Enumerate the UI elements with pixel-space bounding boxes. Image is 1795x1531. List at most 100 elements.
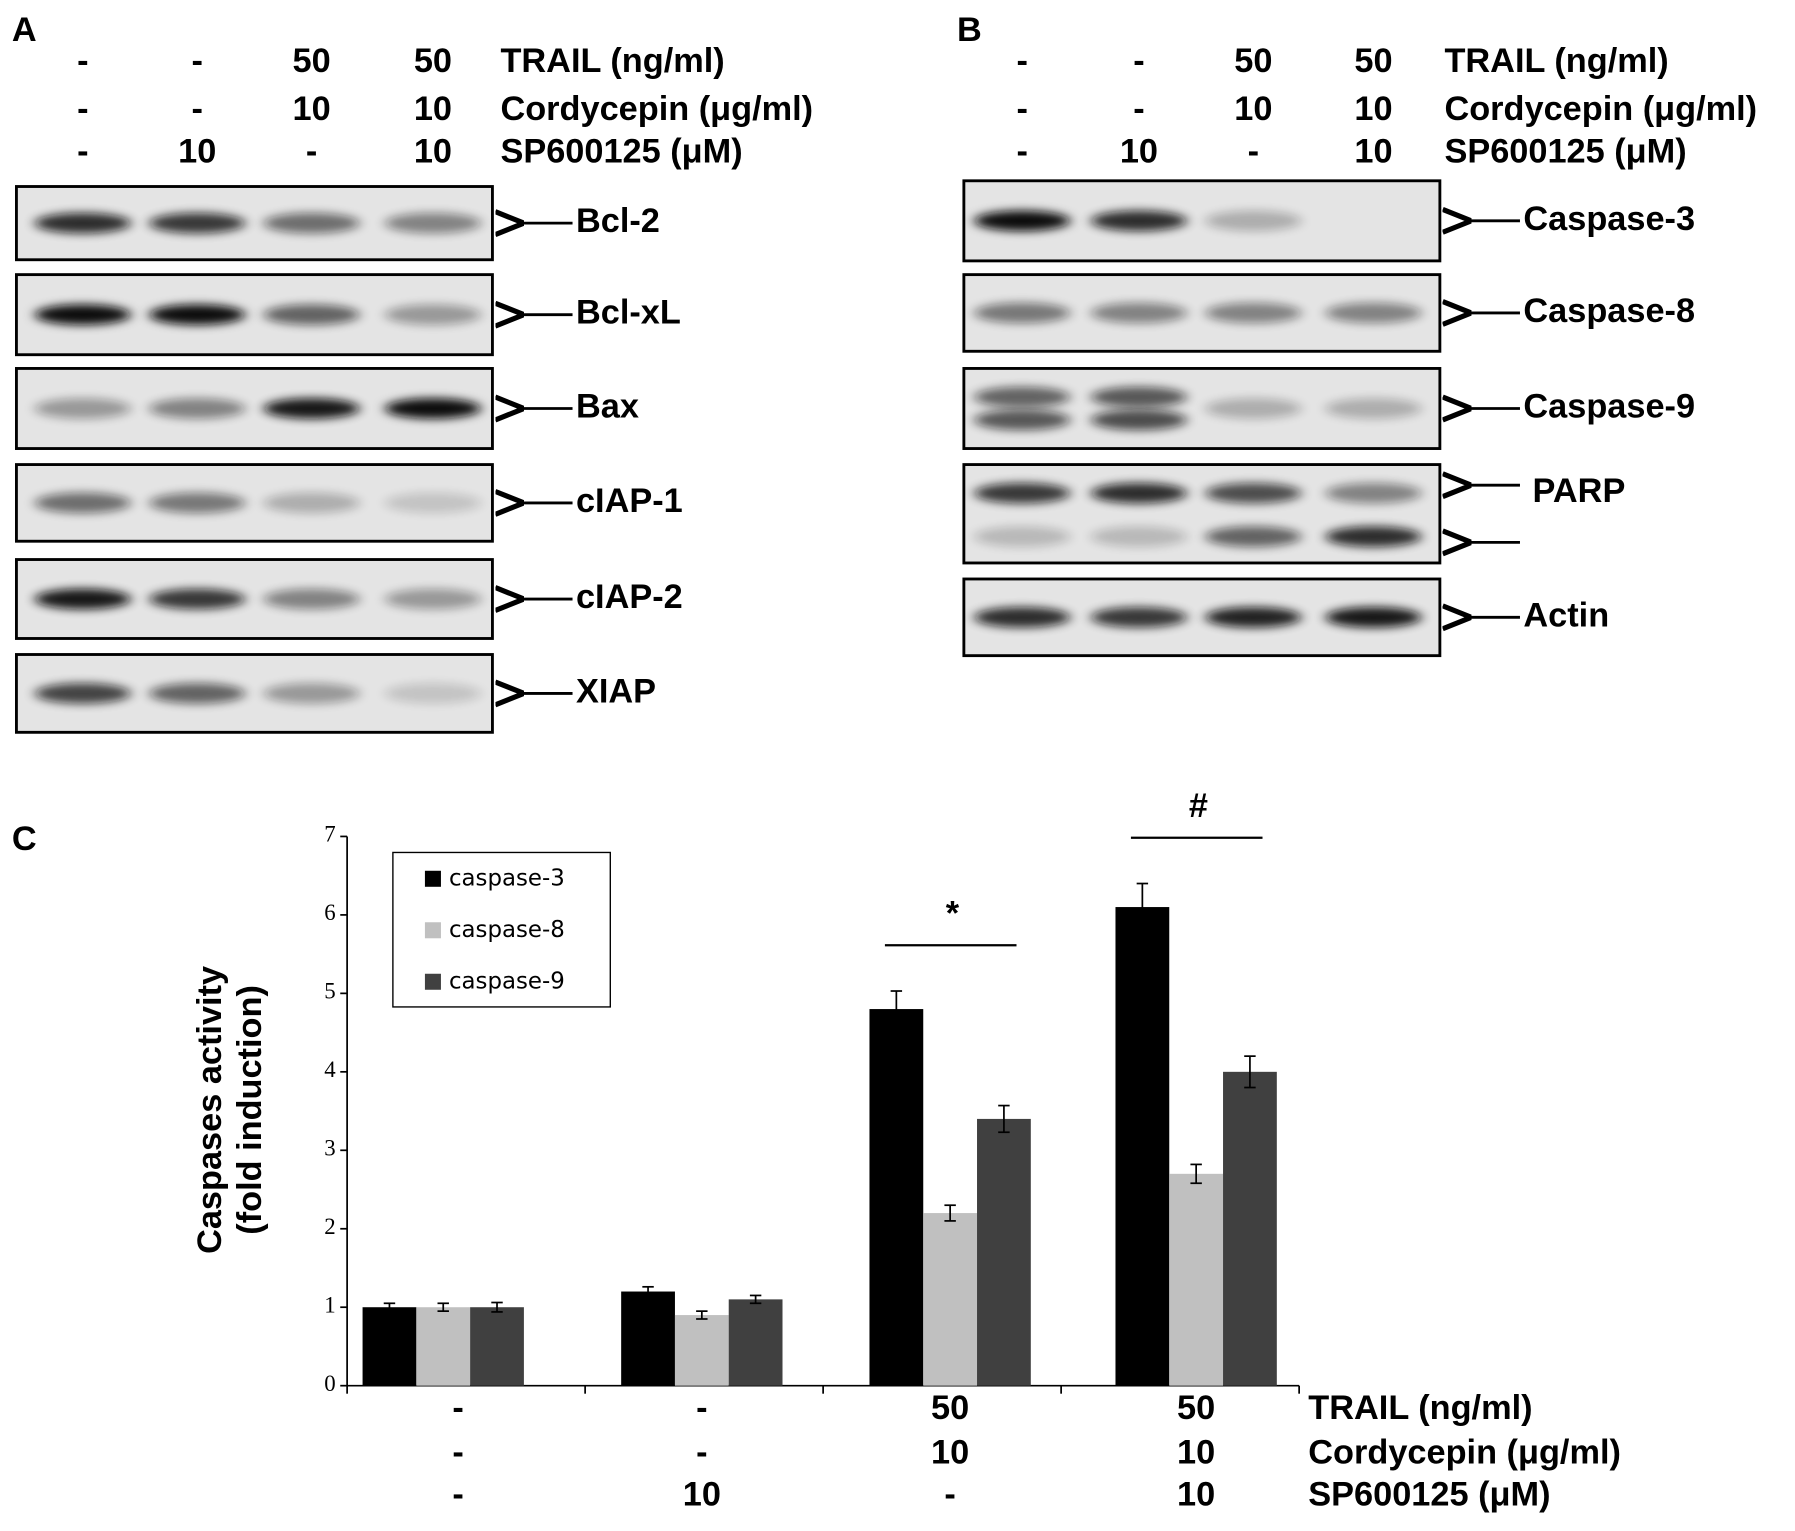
treatment-value: - [77,132,88,170]
error-bar [749,1294,762,1305]
band [1325,482,1422,504]
band [1205,482,1302,504]
treatment-name: SP600125 (μM) [1444,132,1686,170]
treatment-name: Cordycepin (μg/ml) [1444,90,1757,128]
band [1090,302,1187,324]
bar [1223,1071,1277,1386]
y-tick-label: 0 [324,1371,335,1396]
band [149,304,246,325]
treatment-value: 10 [1120,132,1158,170]
y-tick-label: 6 [324,900,335,925]
bar [977,1118,1031,1386]
treatment-value: 10 [683,1476,721,1514]
band [1205,526,1302,547]
band [263,304,360,325]
treatment-name: SP600125 (μM) [1308,1476,1550,1514]
treatment-value: 50 [1354,42,1392,80]
error-bar [383,1302,396,1312]
error-bar [1136,882,1149,932]
bar [416,1307,471,1386]
band [1325,607,1422,628]
band [34,683,131,704]
band [384,588,481,610]
band [263,492,360,514]
band [974,409,1071,431]
legend-swatch [424,973,441,990]
band [34,588,131,610]
error-bar [696,1310,708,1320]
band [34,304,131,325]
treatment-value: 10 [1354,90,1392,128]
band [263,212,360,234]
treatment-value: 10 [414,132,452,170]
blot-label: Actin [1523,596,1609,634]
treatment-value: - [77,42,88,80]
y-axis-label: Caspases activity [191,966,229,1254]
band [34,212,131,234]
treatment-value: - [696,1433,707,1471]
blot-label: Caspase-8 [1523,292,1695,330]
treatment-value: - [944,1476,955,1514]
y-axis-label: (fold induction) [231,985,269,1235]
band [149,588,246,610]
band [384,492,481,514]
treatment-value: 50 [293,42,331,80]
y-tick-label: 5 [324,979,335,1004]
error-bar [437,1302,449,1312]
treatment-value: 10 [1354,132,1392,170]
band [149,683,246,704]
error-bar [998,1104,1010,1134]
treatment-value: - [192,42,203,80]
bar [621,1291,675,1386]
treatment-value: 10 [1177,1476,1215,1514]
band [1090,409,1187,431]
band [149,492,246,514]
legend-swatch [424,870,441,887]
band [974,526,1071,547]
blot-label: cIAP-1 [576,482,683,520]
treatment-name: Cordycepin (μg/ml) [500,90,813,128]
treatment-value: 10 [931,1433,969,1471]
band [384,398,481,419]
bar [674,1315,729,1386]
band [1325,302,1422,324]
band [34,492,131,514]
band [1090,210,1187,232]
treatment-value: - [1017,132,1028,170]
treatment-value: - [452,1476,463,1514]
treatment-value: - [696,1389,707,1427]
treatment-name: SP600125 (μM) [500,132,742,170]
band [263,398,360,419]
annotation: # [1189,787,1208,825]
band [34,398,131,419]
band [974,210,1071,232]
blot-label: Caspase-9 [1523,388,1695,426]
error-bar [944,1204,956,1222]
y-tick-label: 1 [324,1292,335,1317]
treatment-name: TRAIL (ng/ml) [500,42,724,80]
legend-label: caspase-3 [449,865,565,891]
bar [869,1009,924,1386]
legend-label: caspase-8 [449,917,565,943]
band [1205,302,1302,324]
band [1205,398,1302,419]
band [263,588,360,610]
blot-label: Bax [576,388,639,426]
treatment-value: 50 [1177,1389,1215,1427]
error-bar [491,1301,503,1313]
treatment-value: 10 [293,90,331,128]
y-tick-label: 7 [324,822,335,847]
panel-label: A [12,11,37,49]
treatment-value: 50 [931,1389,969,1427]
panel-label: B [957,11,982,49]
treatment-value: 50 [1234,42,1272,80]
band [149,212,246,234]
treatment-value: 50 [414,42,452,80]
band [1090,526,1187,547]
panel-label: C [12,820,37,858]
band [1325,398,1422,419]
legend-label: caspase-9 [449,968,565,994]
treatment-value: - [1017,42,1028,80]
treatment-value: - [1017,90,1028,128]
band [1090,482,1187,504]
